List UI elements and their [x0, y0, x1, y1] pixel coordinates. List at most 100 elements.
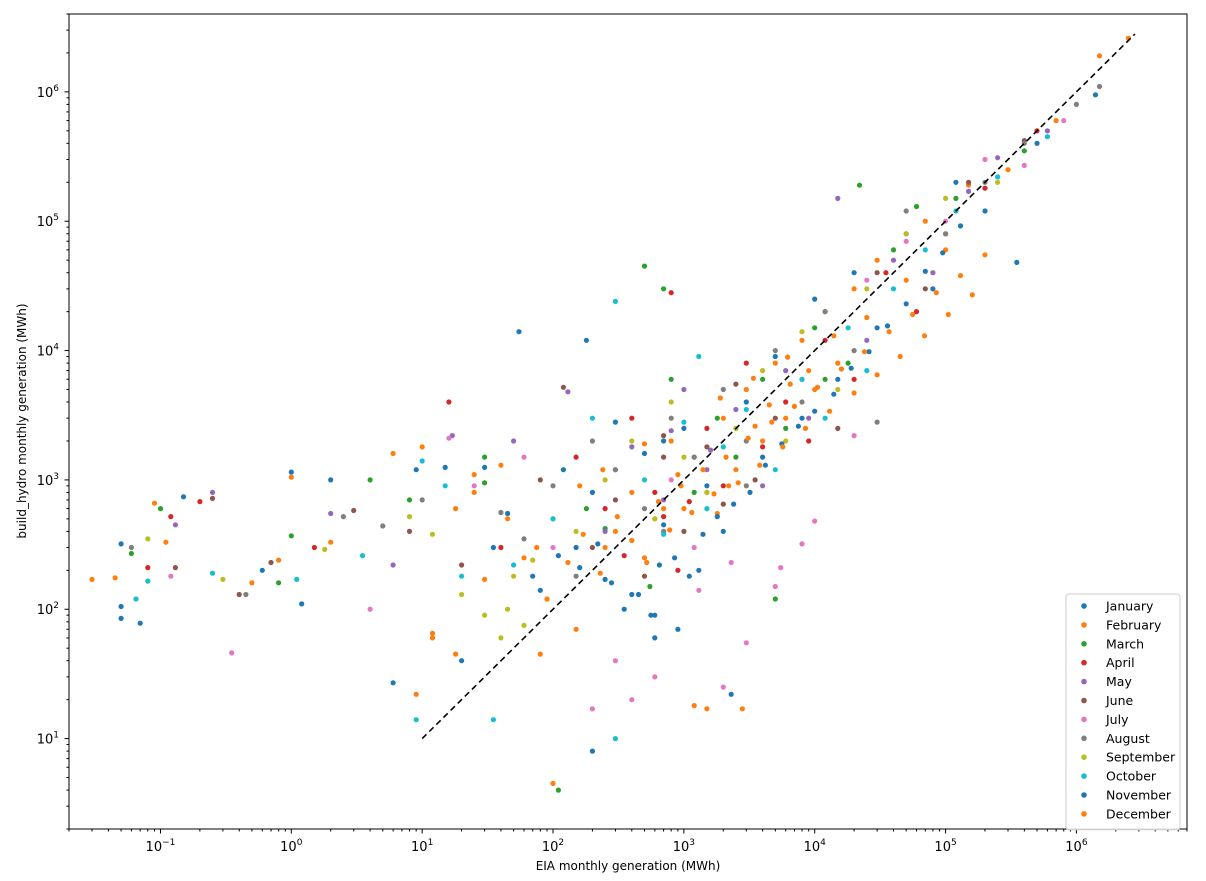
data-point	[791, 403, 798, 409]
data-point	[573, 544, 579, 551]
data-point	[772, 596, 778, 602]
data-point	[864, 286, 870, 292]
data-point	[537, 477, 543, 483]
data-point	[806, 415, 812, 421]
data-point	[498, 544, 504, 551]
data-point	[995, 179, 1001, 185]
data-point	[419, 458, 425, 464]
data-point	[614, 514, 620, 520]
data-point	[982, 156, 988, 163]
data-point	[726, 483, 732, 489]
data-point	[799, 337, 805, 343]
data-point	[583, 337, 590, 343]
data-point	[835, 195, 841, 201]
data-point	[933, 290, 939, 296]
data-point	[550, 483, 556, 489]
data-point	[573, 528, 579, 535]
data-point	[966, 188, 972, 194]
data-point	[667, 527, 673, 533]
data-point	[802, 425, 809, 431]
data-point	[851, 348, 857, 354]
data-point	[760, 368, 766, 374]
data-point	[720, 444, 726, 450]
data-point	[180, 494, 187, 500]
data-point	[550, 780, 556, 787]
data-point	[691, 454, 697, 460]
data-point	[390, 680, 396, 686]
y-tick-label: 105	[37, 213, 59, 230]
data-point	[406, 497, 413, 503]
data-point	[612, 658, 619, 664]
data-point	[812, 518, 818, 524]
data-point	[1092, 92, 1099, 98]
data-point	[583, 506, 590, 512]
points-layer	[89, 35, 1132, 793]
data-point	[943, 231, 949, 237]
data-point	[573, 626, 579, 632]
legend-label: October	[1106, 769, 1157, 784]
data-point	[696, 353, 702, 360]
data-point	[720, 483, 726, 489]
data-point	[806, 438, 812, 444]
legend-marker	[1081, 622, 1087, 628]
data-point	[597, 570, 603, 576]
data-point	[595, 541, 601, 547]
data-point	[711, 491, 717, 497]
data-point	[708, 447, 714, 453]
data-point	[864, 277, 870, 283]
data-point	[168, 573, 174, 579]
data-point	[446, 435, 452, 441]
data-point	[612, 736, 619, 742]
data-point	[641, 441, 648, 447]
data-point	[413, 717, 419, 723]
data-point	[733, 467, 739, 473]
data-point	[406, 528, 413, 535]
data-point	[700, 467, 706, 473]
data-point	[453, 651, 459, 657]
data-point	[1044, 134, 1050, 140]
data-point	[145, 565, 151, 571]
data-point	[769, 419, 775, 425]
data-point	[783, 425, 789, 431]
data-point	[661, 506, 667, 512]
data-point	[760, 483, 766, 489]
data-point	[635, 591, 642, 598]
data-point	[814, 384, 821, 390]
data-point	[704, 467, 710, 473]
data-point	[229, 650, 235, 656]
data-point	[831, 333, 837, 339]
data-point	[510, 573, 517, 579]
data-point	[197, 499, 203, 505]
data-point	[1021, 148, 1027, 154]
data-point	[903, 208, 909, 214]
data-point	[589, 489, 596, 495]
data-point	[652, 489, 658, 495]
data-point	[560, 384, 567, 390]
data-point	[612, 528, 619, 535]
data-point	[629, 415, 635, 421]
data-point	[482, 612, 488, 618]
data-point	[521, 555, 527, 561]
data-point	[874, 257, 880, 263]
data-point	[577, 483, 583, 489]
data-point	[359, 553, 366, 559]
data-point	[600, 467, 606, 473]
data-point	[505, 516, 511, 522]
y-tick-label: 106	[37, 84, 60, 101]
data-point	[442, 483, 448, 489]
data-point	[243, 591, 249, 598]
data-point	[743, 386, 749, 393]
data-point	[406, 514, 413, 520]
data-point	[691, 489, 697, 495]
data-point	[943, 195, 949, 201]
data-point	[675, 626, 681, 632]
data-point	[783, 368, 789, 374]
data-point	[720, 684, 726, 690]
data-point	[573, 454, 579, 460]
data-point	[953, 195, 959, 201]
data-point	[856, 182, 863, 188]
data-point	[714, 415, 720, 421]
data-point	[589, 415, 596, 421]
data-point	[172, 522, 178, 528]
